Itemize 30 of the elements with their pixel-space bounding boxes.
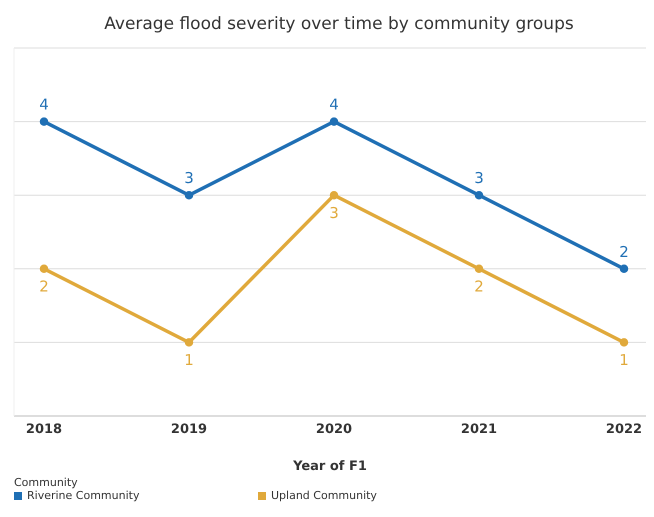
- legend-label: Riverine Community: [27, 489, 140, 502]
- data-label: 3: [474, 169, 484, 188]
- point: [474, 264, 484, 274]
- point: [330, 190, 338, 200]
- x-axis-title: Year of F1: [292, 459, 367, 474]
- x-tick-label: 2019: [170, 422, 208, 438]
- data-label: 1: [619, 351, 629, 370]
- point: [40, 117, 48, 126]
- x-tick-label: 2021: [460, 422, 498, 438]
- point: [620, 264, 628, 274]
- x-tick-label: 2018: [26, 422, 62, 438]
- data-label: 2: [474, 277, 484, 296]
- point: [40, 264, 48, 274]
- chart-title: Average flood severity over time by community groups: [103, 13, 575, 36]
- point: [474, 190, 484, 200]
- x-tick-label: 2022: [606, 422, 642, 438]
- data-label: 4: [329, 96, 339, 114]
- legend-title: Community: [14, 476, 79, 489]
- data-label: 1: [184, 351, 194, 370]
- x-tick-label: 2020: [316, 422, 352, 438]
- point: [184, 338, 194, 347]
- point: [620, 338, 628, 347]
- data-label: 3: [329, 204, 339, 222]
- data-label: 2: [619, 242, 629, 261]
- data-label: 3: [184, 169, 194, 188]
- data-label: 4: [39, 96, 49, 114]
- data-label: 2: [39, 277, 49, 296]
- point: [184, 190, 194, 200]
- point: [330, 117, 338, 126]
- legend-label: Upland Community: [271, 489, 377, 502]
